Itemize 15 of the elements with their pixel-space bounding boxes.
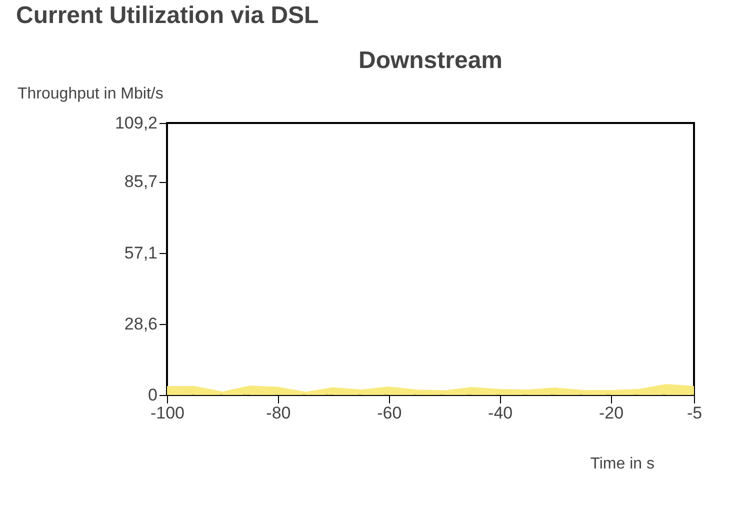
y-tick-label: 28,6 xyxy=(124,314,158,334)
y-tick-label: 0 xyxy=(148,386,158,404)
x-axis-title: Time in s xyxy=(590,456,654,472)
y-tick-label: 109,2 xyxy=(114,114,158,132)
x-tick-label: -60 xyxy=(377,404,402,422)
x-tick-label: -20 xyxy=(599,404,624,422)
x-tick-label: -100 xyxy=(150,404,185,422)
x-tick-label: -40 xyxy=(488,404,513,422)
x-tick-label: -5 xyxy=(686,404,702,422)
y-tick-label: 57,1 xyxy=(124,243,158,262)
y-tick-label: 85,7 xyxy=(124,172,158,192)
chart-subtitle: Downstream xyxy=(358,47,503,74)
chart-title: Current Utilization via DSL xyxy=(16,2,319,29)
y-axis-title: Throughput in Mbit/s xyxy=(18,86,164,102)
x-tick-label: -80 xyxy=(266,404,291,422)
